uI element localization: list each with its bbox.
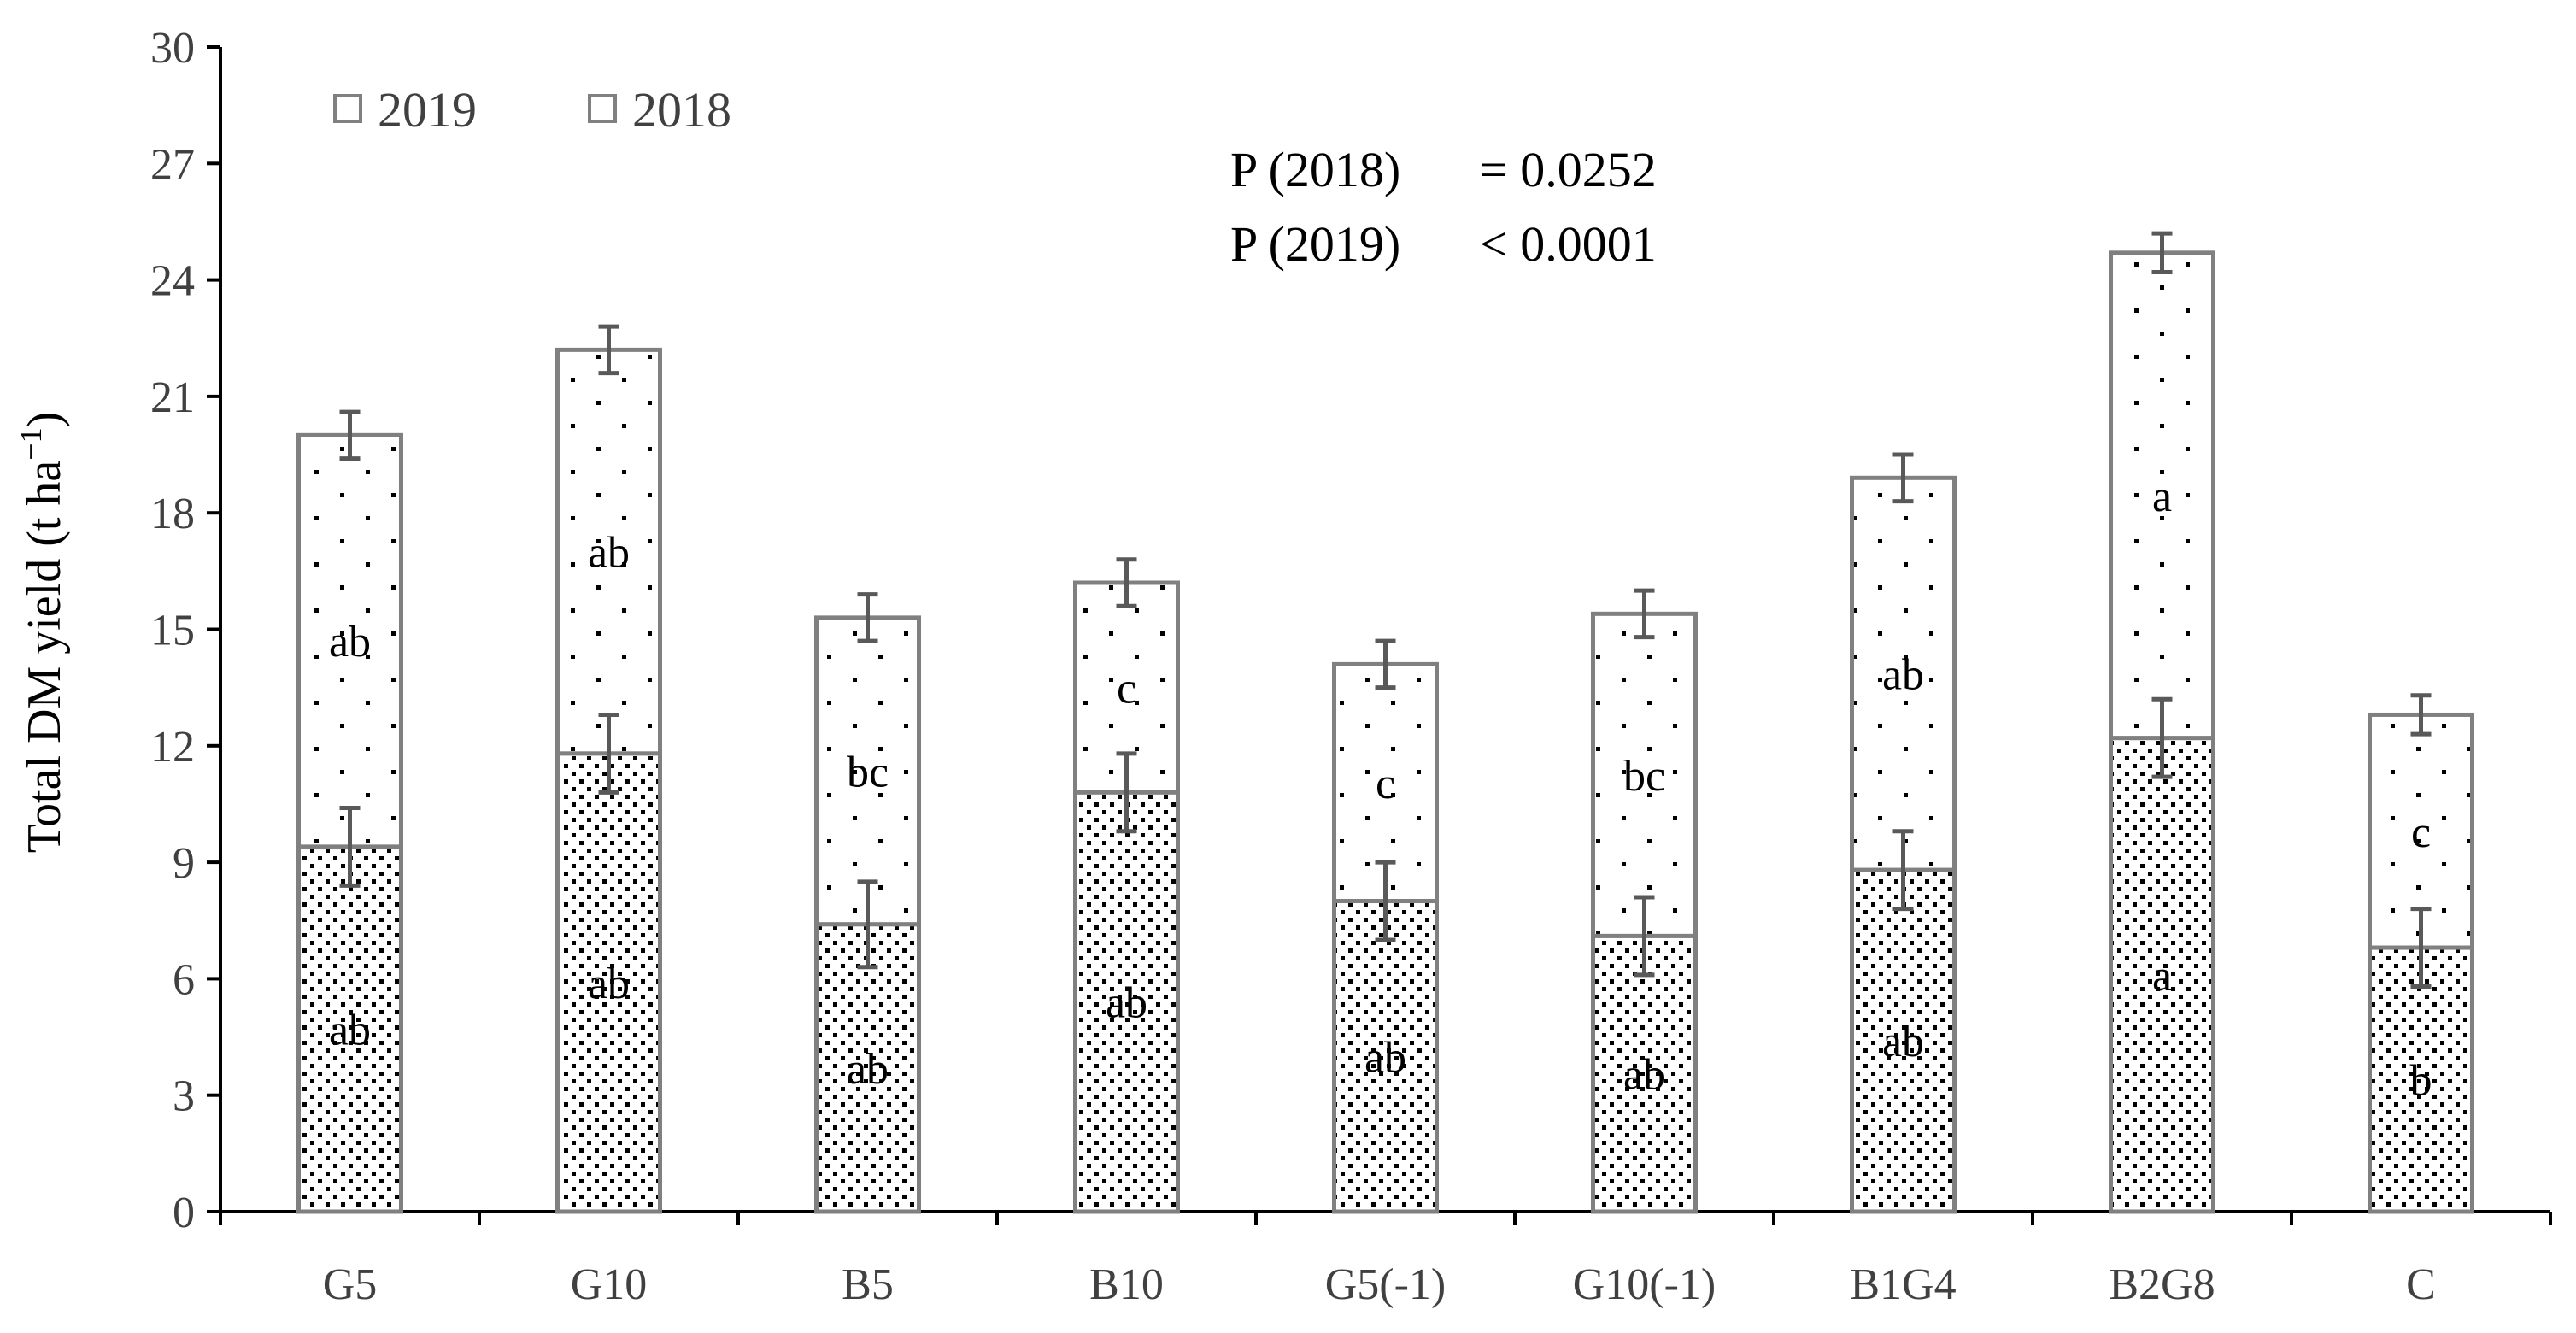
legend-swatch-2019 [333,94,362,123]
y-tick-label: 30 [150,24,195,73]
bar-group: ab c [1332,638,1439,1214]
bar-2019-letter: bc [1623,752,1665,801]
x-category-label: G10(-1) [1573,1260,1716,1309]
error-bar-2018 [2151,696,2173,779]
bar-2018-letter: ab [329,1006,371,1054]
y-axis-title: Total DM yield (t ha−1) [14,412,71,854]
error-bar-2018 [1634,895,1655,978]
error-bar-2019 [339,409,361,461]
bar-group: aa [2109,231,2215,1214]
bar-2019-letter: ab [588,529,630,578]
bar-2018-letter: ab [1364,1033,1406,1082]
bar-group: ab bc [1591,588,1698,1214]
p-value-annotations: P (2018) = 0.0252 P (2019) < 0.0001 [1230,142,1657,272]
bar-2018-letter: ab [1623,1051,1665,1100]
x-category-label: G5(-1) [1325,1260,1446,1309]
bar-2019-letter: c [2411,808,2431,857]
bar-2018-segment [296,844,403,1214]
error-bar-2018 [598,712,619,795]
y-tick-label: 12 [150,723,195,772]
error-bar-2019 [1116,557,1137,608]
bar-group: ab ab [555,324,662,1214]
bar-2018-segment [814,922,921,1214]
bar-2019-letter: a [2152,473,2172,521]
error-bar-2019 [2410,693,2432,737]
bar-2018-letter: ab [847,1045,889,1094]
error-bar-2018 [1116,751,1137,834]
x-category-label: B2G8 [2109,1260,2215,1309]
y-tick-label: 24 [150,257,195,306]
error-bar-2019 [1892,452,1914,504]
bar-2019-segment [296,432,403,849]
bar-2019-letter: ab [1882,651,1924,700]
bar-2019-letter: c [1117,665,1136,713]
x-category-label: G10 [571,1260,648,1309]
x-axis: G5 G10 B5 B10 G5(-1) G10(-1) B1G4 B2G8 C [219,1210,2552,1309]
p-value-2019-label: P (2019) [1230,216,1400,272]
bar-2018-letter: ab [1882,1018,1924,1066]
bar-2018-letter: ab [1106,979,1147,1028]
error-bar-2018 [1375,860,1396,942]
bar-2019-letter: ab [329,618,371,666]
legend-label-2019: 2019 [378,82,477,138]
bar-2018-segment [1073,790,1180,1214]
p-value-2018-label: P (2018) [1230,142,1400,197]
y-axis-title-close: ) [18,412,71,428]
error-bar-2019 [598,324,619,376]
bar-group: ab ab [296,409,403,1214]
y-tick-label: 27 [150,140,195,189]
x-category-label: G5 [323,1260,378,1309]
bar-group: ab ab [1850,452,1957,1214]
y-axis: 0 3 6 9 12 15 18 21 24 27 30 [150,24,222,1237]
error-bar-2019 [1375,638,1396,690]
legend-swatch-2018 [588,94,617,123]
bar-2019-segment [555,347,662,756]
x-category-label: B5 [842,1260,894,1309]
y-tick-label: 3 [173,1072,195,1121]
y-axis-title-superscript: −1 [14,427,48,460]
y-tick-label: 18 [150,490,195,538]
y-tick-label: 6 [173,955,195,1004]
bar-2019-letter: bc [847,748,889,796]
legend-label-2018: 2018 [632,82,731,138]
bar-2018-letter: ab [588,960,630,1008]
y-axis-title-text: Total DM yield (t ha [18,461,71,854]
y-tick-label: 15 [150,607,195,655]
error-bar-2019 [1634,588,1655,640]
x-category-label: B1G4 [1850,1260,1956,1309]
bar-group: ab c [1073,557,1180,1214]
error-bar-2019 [2151,231,2173,275]
x-category-label: B10 [1089,1260,1164,1309]
y-tick-label: 9 [173,839,195,888]
x-category-label: C [2406,1260,2436,1309]
svg-text:Total DM yield (t ha−1): Total DM yield (t ha−1) [14,412,71,854]
bar-2019-letter: c [1376,760,1395,808]
bar-2019-segment [2109,250,2215,741]
p-value-2018-value: = 0.0252 [1480,142,1657,197]
p-value-2019-value: < 0.0001 [1480,216,1657,272]
bar-2018-letter: a [2152,952,2172,1001]
error-bar-2018 [857,879,878,970]
bar-2018-letter: b [2410,1057,2432,1106]
legend: 2019 2018 [333,82,731,138]
error-bar-2018 [1892,829,1914,912]
error-bar-2018 [339,805,361,888]
y-tick-label: 0 [173,1189,195,1237]
error-bar-2019 [857,592,878,643]
y-tick-label: 21 [150,373,195,422]
bar-group: bc [2368,693,2474,1214]
error-bar-2018 [2410,907,2432,989]
bar-group: ab bc [814,592,921,1214]
